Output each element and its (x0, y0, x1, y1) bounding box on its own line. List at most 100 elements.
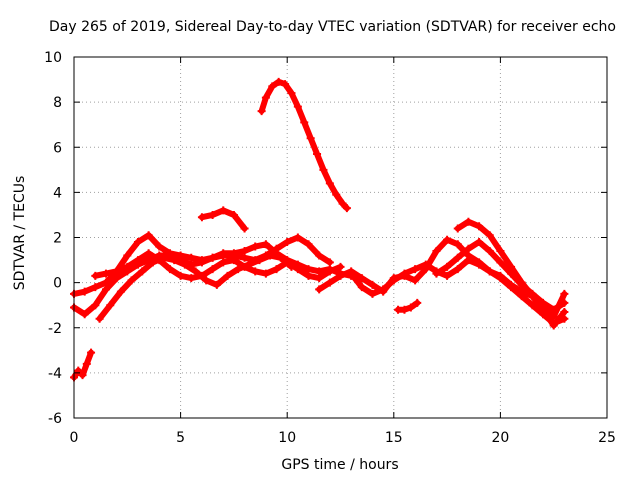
data-point (464, 256, 473, 265)
data-point (208, 265, 217, 274)
data-point (91, 271, 100, 280)
data-point (453, 253, 462, 262)
data-point (133, 256, 142, 265)
data-point (244, 260, 253, 269)
data-point (342, 204, 351, 213)
data-point (443, 235, 452, 244)
data-point (496, 271, 505, 280)
data-point (560, 289, 569, 298)
data-point (208, 253, 217, 262)
data-point (411, 265, 420, 274)
data-point (485, 267, 494, 276)
series-trace (258, 78, 350, 212)
x-tick-label: 5 (176, 430, 185, 446)
data-point (91, 301, 100, 310)
data-point (549, 312, 558, 321)
data-point (251, 242, 260, 251)
data-point (148, 258, 157, 267)
x-tick-label: 25 (598, 430, 616, 446)
data-point (274, 77, 283, 86)
grid-layer (74, 57, 607, 418)
y-tick-label: 2 (53, 231, 62, 247)
data-point (347, 269, 356, 278)
data-point (283, 238, 292, 247)
data-point (197, 213, 206, 222)
data-point (91, 283, 100, 292)
data-point (432, 269, 441, 278)
y-tick-label: 6 (53, 140, 62, 156)
data-point (464, 244, 473, 253)
data-point (176, 271, 185, 280)
data-point (338, 199, 347, 208)
data-point (325, 179, 334, 188)
data-point (400, 305, 409, 314)
data-point (357, 283, 366, 292)
data-point (272, 265, 281, 274)
y-axis-label: SDTVAR / TECUs (12, 175, 28, 291)
data-point (368, 289, 377, 298)
data-point (240, 253, 249, 262)
data-point (223, 271, 232, 280)
y-tick-label: 4 (53, 185, 62, 201)
data-point (379, 285, 388, 294)
data-point (319, 165, 328, 174)
data-point (240, 247, 249, 256)
data-layer (70, 77, 569, 382)
data-point (528, 301, 537, 310)
data-point (443, 271, 452, 280)
x-tick-label: 20 (491, 430, 509, 446)
axis-layer: 0 5 10 15 20 25 -6 -4 -2 0 2 4 6 8 10 (44, 50, 616, 446)
data-point (240, 224, 249, 233)
data-point (101, 285, 110, 294)
data-point (251, 267, 260, 276)
data-point (315, 251, 324, 260)
series-sat-a (70, 231, 356, 298)
data-point (325, 278, 334, 287)
data-point (475, 222, 484, 231)
y-tick-label: -4 (48, 366, 62, 382)
data-point (268, 82, 277, 91)
data-point (138, 267, 147, 276)
data-point (272, 244, 281, 253)
data-point (197, 258, 206, 267)
data-point (255, 256, 264, 265)
data-point (357, 274, 366, 283)
data-point (389, 276, 398, 285)
data-point (496, 247, 505, 256)
data-point (453, 265, 462, 274)
data-point (325, 267, 334, 276)
data-point (400, 269, 409, 278)
data-point (219, 251, 228, 260)
data-point (336, 262, 345, 271)
data-point (87, 348, 96, 357)
data-point (336, 271, 345, 280)
data-point (159, 253, 168, 262)
data-point (261, 269, 270, 278)
series-trace (395, 299, 421, 313)
data-point (560, 298, 569, 307)
data-point (315, 285, 324, 294)
data-point (549, 321, 558, 330)
data-point (287, 89, 296, 98)
data-point (229, 256, 238, 265)
data-point (165, 265, 174, 274)
data-point (112, 274, 121, 283)
data-point (475, 260, 484, 269)
data-point (116, 287, 125, 296)
data-point (507, 269, 516, 278)
data-point (485, 247, 494, 256)
data-point (325, 258, 334, 267)
series-sat-d (95, 251, 296, 323)
series-sat-h (315, 235, 569, 328)
y-tick-label: -2 (48, 321, 62, 337)
data-point (191, 267, 200, 276)
y-tick-label: 10 (44, 50, 62, 66)
data-point (155, 242, 164, 251)
data-point (293, 233, 302, 242)
data-point (123, 262, 132, 271)
data-point (413, 298, 422, 307)
series-sat-k (432, 238, 569, 314)
data-point (304, 265, 313, 274)
data-point (528, 289, 537, 298)
